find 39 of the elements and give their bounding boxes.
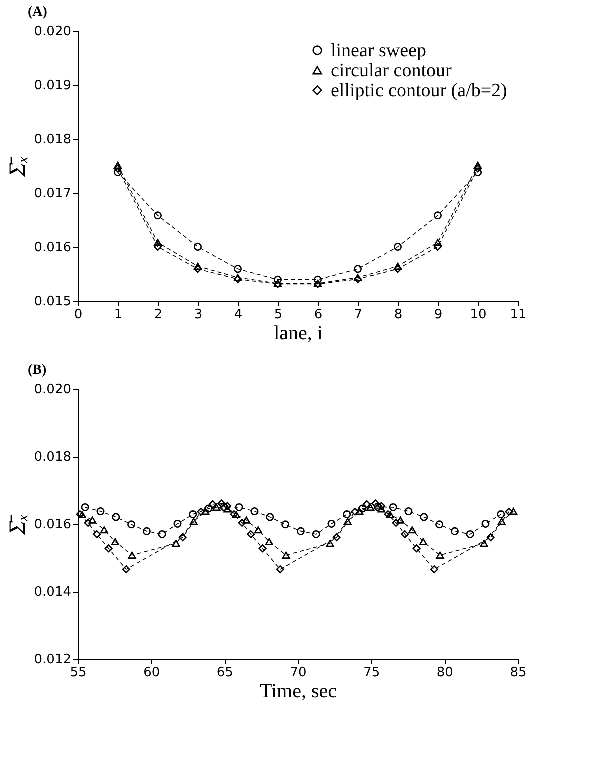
y-tick-label: 0.017: [34, 186, 72, 202]
chart-title: (A): [28, 5, 48, 20]
legend-label: linear sweep: [331, 40, 426, 62]
x-tick-label: 10: [470, 308, 487, 322]
x-tick-label: 1: [114, 308, 123, 322]
x-tick-label: 0: [74, 308, 83, 322]
y-tick-label: 0.012: [34, 652, 72, 668]
y-tick-label: 0.015: [34, 294, 72, 310]
y-tick-label: 0.018: [34, 450, 72, 465]
legend-label: elliptic contour (a/b=2): [331, 80, 508, 102]
y-tick-label: 0.020: [34, 24, 72, 40]
y-axis-title: Σ̄ₓ: [5, 514, 32, 536]
y-axis-title: Σ̄ₓ: [5, 156, 32, 178]
y-tick-label: 0.016: [34, 518, 72, 532]
legend-label: circular contour: [331, 60, 452, 82]
x-tick-label: 2: [154, 308, 163, 322]
x-tick-label: 60: [144, 666, 160, 680]
x-tick-label: 80: [436, 666, 454, 680]
x-tick-label: 6: [314, 308, 323, 322]
x-tick-label: 85: [510, 666, 527, 680]
x-tick-label: 4: [234, 308, 243, 322]
x-tick-label: 7: [354, 308, 363, 322]
y-tick-label: 0.019: [34, 78, 72, 94]
x-tick-label: 55: [70, 666, 87, 680]
y-tick-label: 0.020: [34, 382, 72, 398]
y-tick-label: 0.014: [34, 585, 72, 600]
x-tick-label: 65: [216, 666, 234, 680]
chart-title: (B): [28, 363, 47, 378]
x-tick-label: 8: [394, 308, 403, 322]
x-tick-label: 70: [290, 666, 307, 680]
x-tick-label: 5: [274, 308, 283, 322]
y-tick-label: 0.018: [34, 132, 72, 148]
x-axis-title: Time, sec: [260, 680, 338, 702]
y-tick-label: 0.016: [34, 240, 72, 256]
x-tick-label: 3: [194, 308, 203, 322]
x-axis-title: lane, i: [274, 322, 324, 344]
x-tick-label: 75: [364, 666, 380, 680]
x-tick-label: 9: [434, 308, 443, 322]
x-tick-label: 11: [510, 308, 527, 322]
